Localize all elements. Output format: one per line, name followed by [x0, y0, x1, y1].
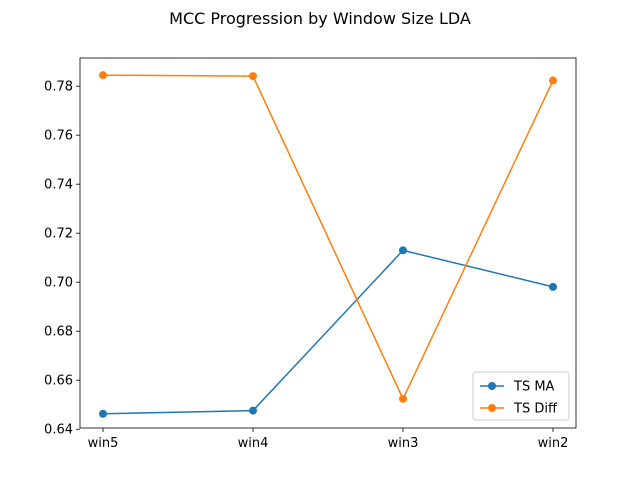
- data-point: [99, 409, 107, 418]
- plot-frame: [79, 57, 577, 429]
- data-point: [549, 282, 557, 291]
- x-tick-label: win5: [88, 436, 119, 451]
- y-tick-label: 0.74: [44, 178, 73, 193]
- x-axis: win5 win4 win3 win2: [88, 428, 569, 451]
- x-tick-label: win3: [388, 436, 419, 451]
- legend-marker: [488, 404, 496, 412]
- data-point: [249, 406, 257, 415]
- chart-title: MCC Progression by Window Size LDA: [169, 9, 471, 28]
- data-point: [249, 72, 257, 81]
- x-tick-label: win2: [538, 436, 569, 451]
- legend: TS MA TS Diff: [472, 371, 570, 421]
- x-tick-label: win4: [238, 436, 269, 451]
- series-ts-diff: [99, 71, 557, 403]
- legend-marker: [488, 382, 496, 390]
- y-tick-label: 0.70: [44, 276, 73, 291]
- y-tick-label: 0.76: [44, 129, 73, 144]
- data-point: [399, 394, 407, 403]
- y-axis: 0.64 0.66 0.68 0.70 0.72 0.74 0.76 0.78: [44, 80, 80, 438]
- y-tick-label: 0.68: [44, 325, 73, 340]
- y-tick-label: 0.78: [44, 80, 73, 95]
- series-line: [102, 249, 554, 415]
- legend-label: TS MA: [513, 380, 555, 395]
- y-tick-label: 0.64: [44, 423, 73, 438]
- y-tick-label: 0.66: [44, 374, 73, 389]
- series-ts-ma: [99, 246, 557, 418]
- data-point: [99, 71, 107, 80]
- data-point: [399, 246, 407, 255]
- data-point: [549, 76, 557, 85]
- legend-label: TS Diff: [513, 402, 558, 417]
- series-layer: [99, 71, 557, 418]
- y-tick-label: 0.72: [44, 227, 73, 242]
- series-line: [102, 74, 554, 401]
